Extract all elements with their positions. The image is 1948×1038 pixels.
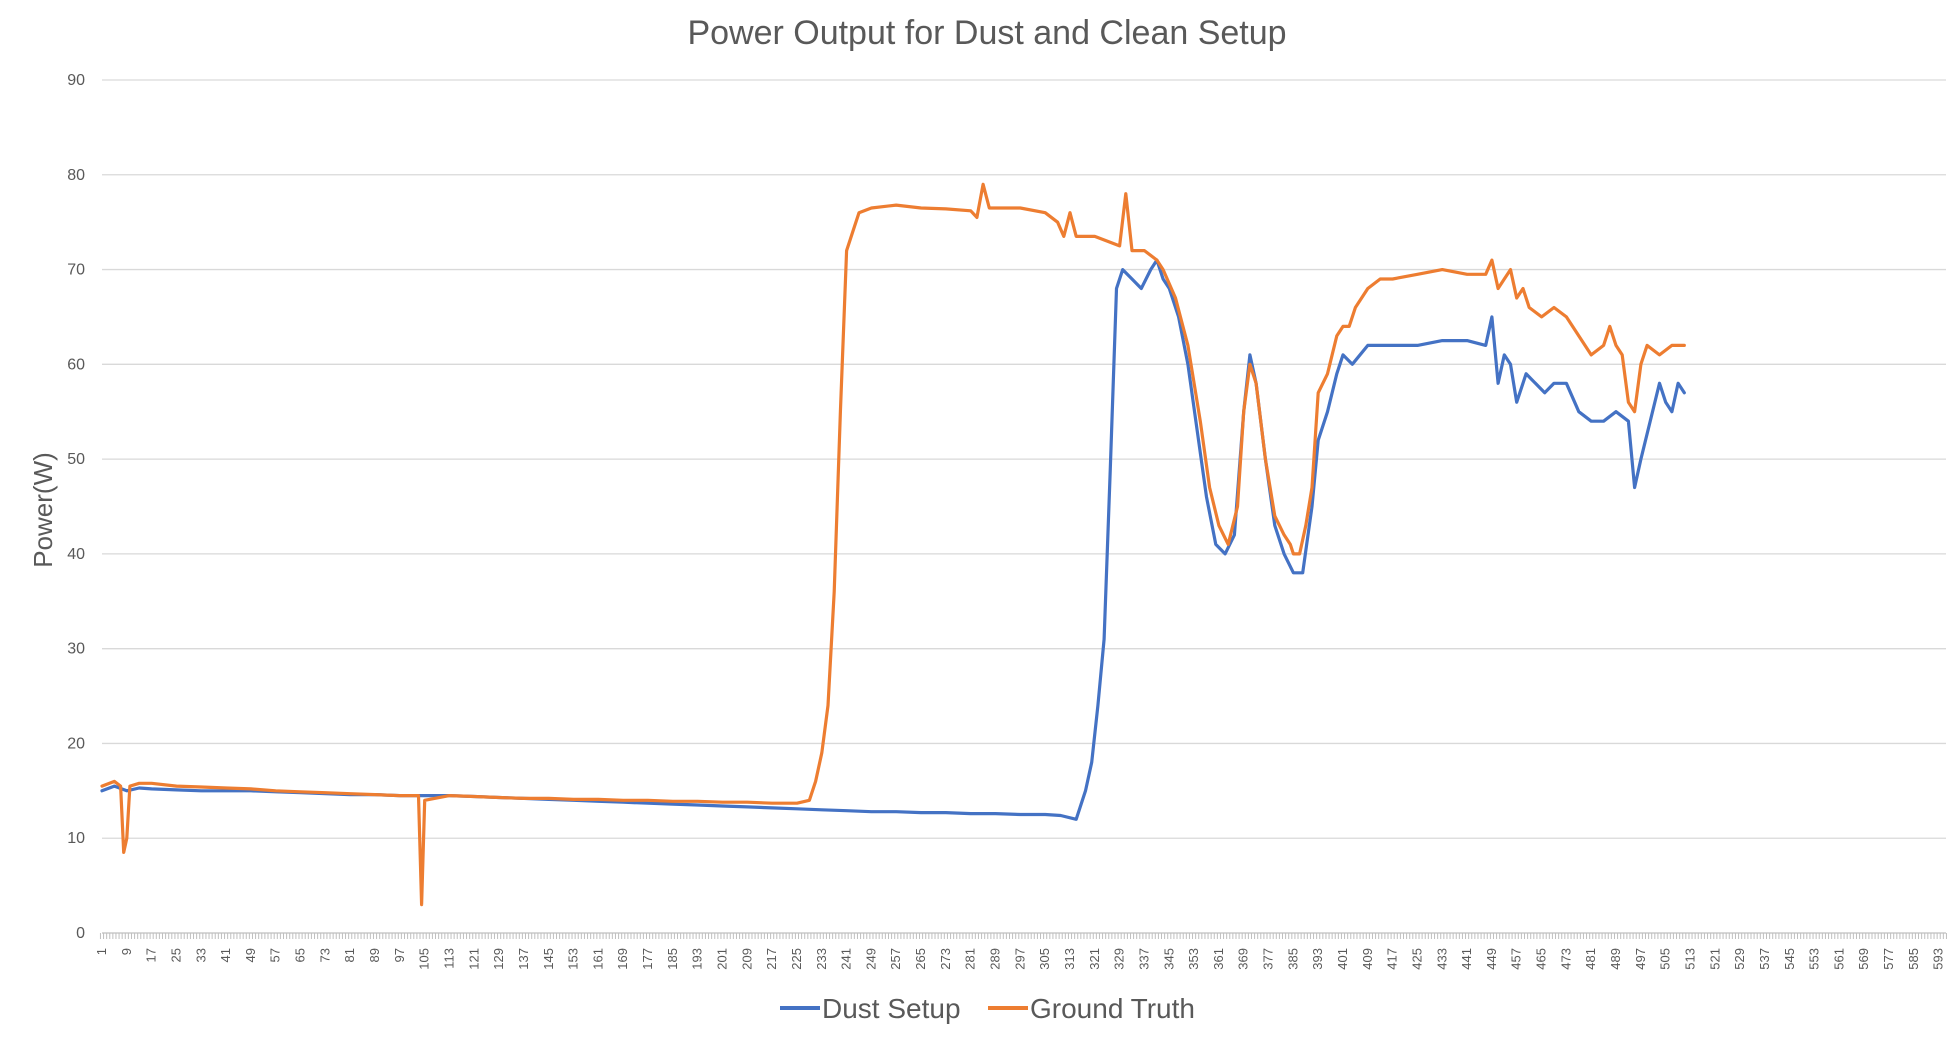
y-tick-label: 90: [67, 72, 85, 89]
x-tick-label: 505: [1658, 948, 1673, 970]
x-tick-label: 417: [1385, 948, 1400, 970]
x-tick-label: 161: [590, 948, 605, 970]
x-tick-label: 233: [814, 948, 829, 970]
x-tick-label: 265: [913, 948, 928, 970]
series-line-ground-truth: [100, 182, 1686, 907]
x-tick-label: 561: [1831, 948, 1846, 970]
x-tick-label: 225: [789, 948, 804, 970]
x-tick-label: 185: [665, 948, 680, 970]
x-tick-label: 321: [1087, 948, 1102, 970]
x-tick-label: 305: [1037, 948, 1052, 970]
x-tick-label: 153: [566, 948, 581, 970]
y-tick-label: 40: [67, 546, 85, 563]
x-tick-label: 129: [491, 948, 506, 970]
x-tick-label: 257: [888, 948, 903, 970]
x-tick-label: 217: [764, 948, 779, 970]
x-tick-label: 193: [690, 948, 705, 970]
x-tick-label: 113: [441, 948, 456, 969]
y-tick-label: 60: [67, 356, 85, 373]
x-tick-label: 385: [1285, 948, 1300, 970]
x-tick-label: 497: [1633, 948, 1648, 970]
x-tick-label: 401: [1335, 948, 1350, 970]
legend-label: Dust Setup: [822, 993, 961, 1024]
x-tick-label: 465: [1534, 948, 1549, 970]
x-tick-label: 457: [1509, 948, 1524, 970]
x-tick-label: 9: [119, 948, 134, 955]
x-tick-label: 545: [1782, 948, 1797, 970]
x-tick-label: 577: [1881, 948, 1896, 970]
x-tick-label: 553: [1807, 948, 1822, 970]
x-tick-label: 521: [1707, 948, 1722, 970]
y-tick-label: 0: [76, 925, 85, 942]
x-tick-label: 273: [938, 948, 953, 970]
x-tick-label: 297: [1012, 948, 1027, 970]
legend-label: Ground Truth: [1030, 993, 1195, 1024]
x-tick-label: 585: [1906, 948, 1921, 970]
x-tick-label: 313: [1062, 948, 1077, 970]
x-tick-label: 593: [1931, 948, 1946, 970]
x-tick-label: 569: [1856, 948, 1871, 970]
y-axis-label: Power(W): [28, 452, 58, 568]
y-tick-label: 30: [67, 641, 85, 658]
x-tick-label: 49: [243, 948, 258, 962]
x-tick-label: 73: [317, 948, 332, 962]
x-tick-label: 177: [640, 948, 655, 970]
x-tick-label: 433: [1434, 948, 1449, 970]
y-tick-label: 70: [67, 262, 85, 279]
x-tick-label: 201: [715, 948, 730, 970]
x-tick-label: 81: [342, 948, 357, 962]
x-tick-label: 289: [988, 948, 1003, 970]
x-tick-label: 65: [293, 948, 308, 962]
x-tick-label: 369: [1236, 948, 1251, 970]
chart-title: Power Output for Dust and Clean Setup: [687, 14, 1286, 52]
x-tick-label: 281: [963, 948, 978, 970]
x-tick-label: 481: [1583, 948, 1598, 970]
x-tick-label: 169: [615, 948, 630, 970]
x-tick-label: 33: [193, 948, 208, 962]
x-tick-label: 137: [516, 948, 531, 970]
x-tick-label: 441: [1459, 948, 1474, 970]
x-tick-label: 345: [1161, 948, 1176, 970]
x-tick-label: 241: [839, 948, 854, 970]
x-tick-label: 529: [1732, 948, 1747, 970]
x-tick-label: 337: [1136, 948, 1151, 970]
x-tick-label: 25: [168, 948, 183, 962]
x-tick-label: 377: [1261, 948, 1276, 970]
x-tick-label: 425: [1409, 948, 1424, 970]
x-tick-label: 361: [1211, 948, 1226, 970]
x-tick-label: 209: [739, 948, 754, 970]
x-tick-label: 121: [466, 948, 481, 970]
x-tick-label: 57: [268, 948, 283, 962]
y-axis-ticks: 0 10 20 30 40 50 60 70 80 90: [67, 72, 85, 942]
x-tick-label: 473: [1558, 948, 1573, 970]
x-tick-label: 17: [144, 948, 159, 962]
y-tick-label: 20: [67, 735, 85, 752]
x-axis: [99, 932, 1947, 939]
x-axis-ticks: 1 9 17 25 33 41 49 57 65 73 81 89 97 105 113 121 129 137 1…: [94, 948, 1946, 970]
x-tick-label: 449: [1484, 948, 1499, 970]
y-tick-label: 10: [67, 830, 85, 847]
x-tick-label: 489: [1608, 948, 1623, 970]
gridlines: [102, 79, 1946, 839]
x-tick-label: 105: [417, 948, 432, 970]
x-tick-label: 1: [94, 948, 109, 955]
series-line-dust-setup: [100, 258, 1686, 821]
x-tick-label: 249: [863, 948, 878, 970]
x-tick-label: 145: [541, 948, 556, 970]
x-tick-label: 537: [1757, 948, 1772, 970]
x-tick-label: 513: [1682, 948, 1697, 970]
x-tick-label: 89: [367, 948, 382, 962]
series-lines: [100, 182, 1686, 907]
x-tick-label: 353: [1186, 948, 1201, 970]
legend: Dust Setup Ground Truth: [780, 993, 1195, 1024]
y-tick-label: 50: [67, 451, 85, 468]
x-tick-label: 97: [392, 948, 407, 962]
y-tick-label: 80: [67, 167, 85, 184]
x-tick-label: 41: [218, 948, 233, 962]
x-tick-label: 393: [1310, 948, 1325, 970]
x-tick-label: 409: [1360, 948, 1375, 970]
x-tick-label: 329: [1112, 948, 1127, 970]
